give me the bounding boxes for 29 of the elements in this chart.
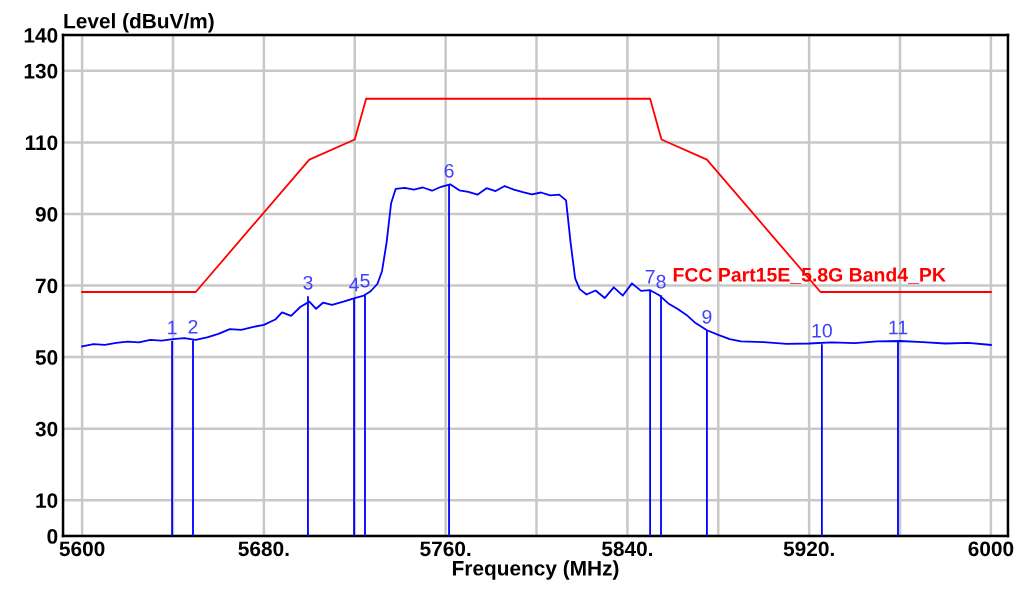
y-tick-label: 10 [36,493,58,508]
annotation: 11 [889,320,908,335]
annotation: 7 [645,270,655,284]
annotation: 1 [168,320,177,335]
annotation: 9 [702,309,712,324]
x-tick-label: 5680. [238,541,289,557]
x-tick-label: 5600 [59,541,105,557]
annotation: 5 [360,273,370,288]
y-tick-label: 110 [25,135,58,151]
annotation: 6 [444,163,454,178]
annotation: 3 [303,275,313,290]
y-tick-label: 140 [24,28,58,43]
x-tick-label: 6000 [968,541,1014,557]
y-axis-title: Level (dBuV/m) [64,13,214,33]
annotation: 2 [188,319,198,334]
line-series [81,97,992,293]
annotation: 10 [812,323,832,338]
y-tick-label: 30 [35,421,58,437]
x-axis-title: Frequency (MHz) [452,560,619,580]
x-tick-label: 5840. [601,541,653,557]
y-tick-label: 0 [47,529,58,544]
x-tick-label: 5760. [420,541,471,557]
annotation: 8 [656,274,666,289]
y-tick-label: 50 [35,350,58,365]
y-tick-label: 90 [35,206,58,222]
annotation: 4 [349,277,359,292]
x-tick-label: 5920. [783,541,834,557]
y-tick-label: 70 [35,278,58,294]
y-tick-label: 130 [24,63,58,79]
